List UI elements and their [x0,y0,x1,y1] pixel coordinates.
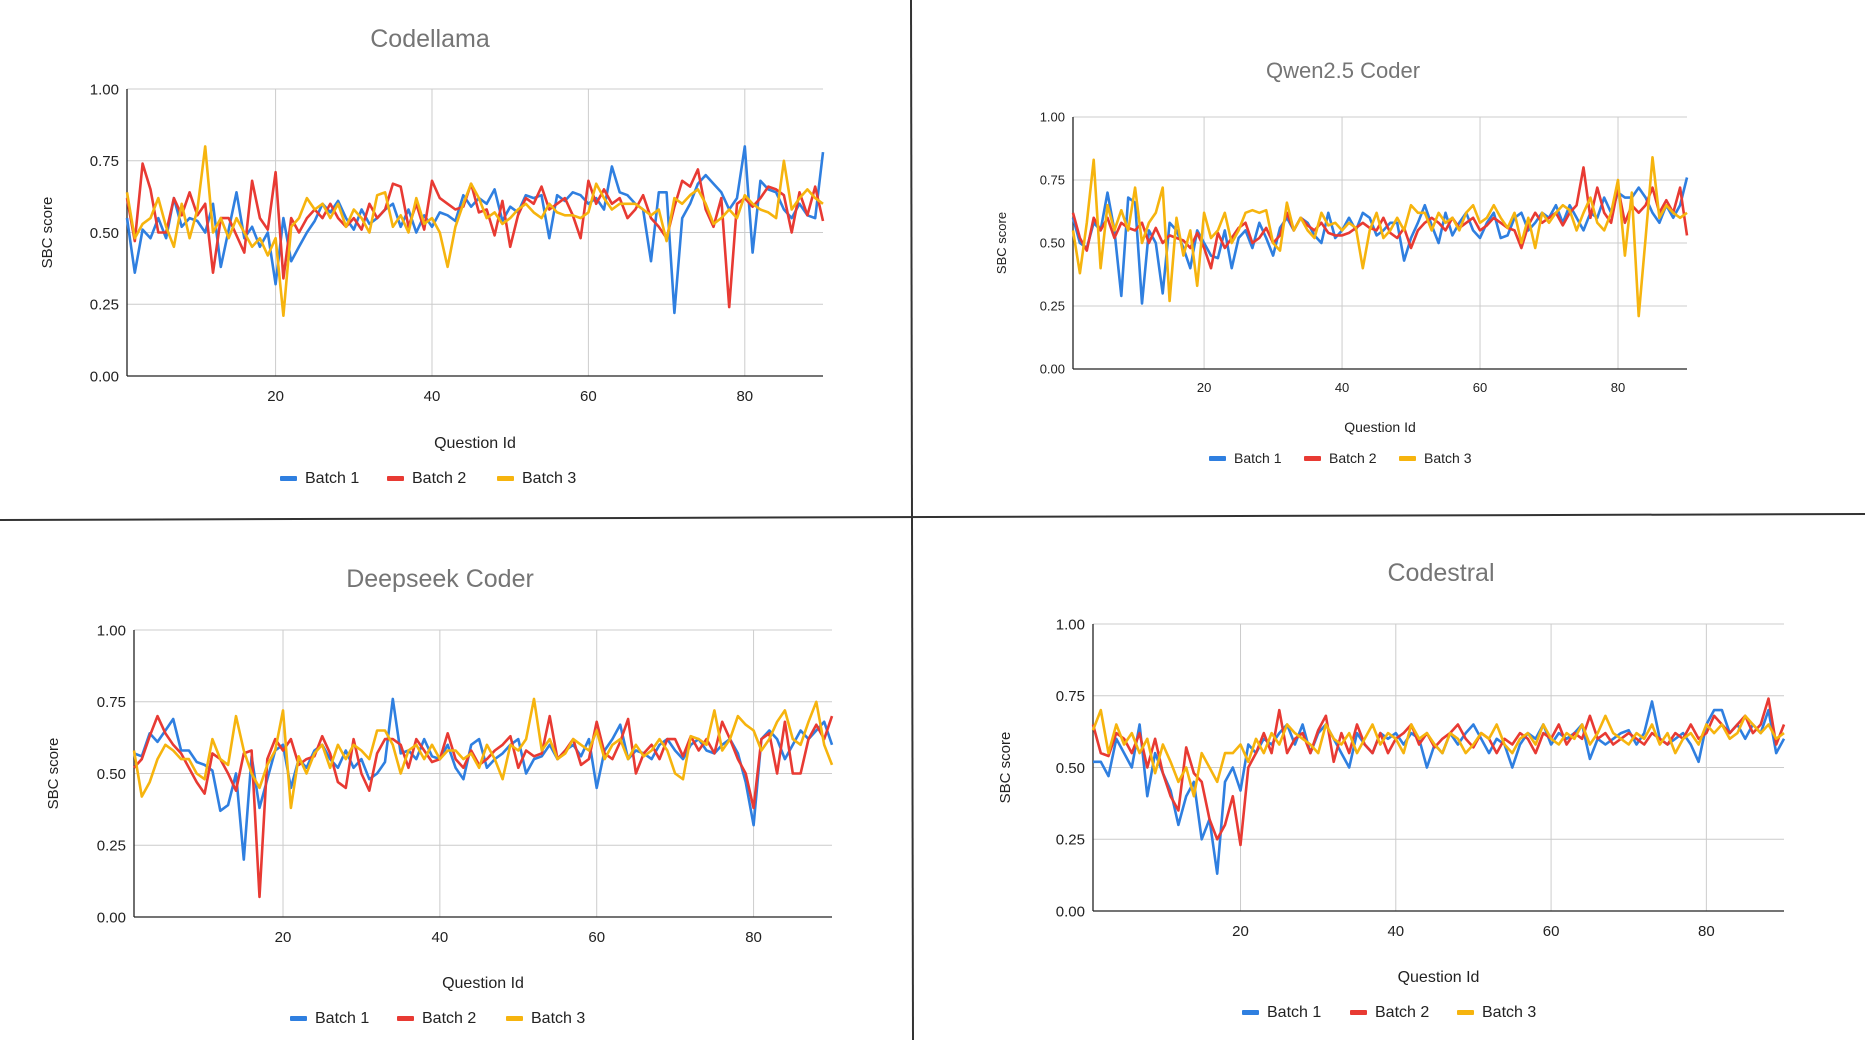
y-tick-label: 0.00 [1056,903,1085,920]
legend-label: Batch 2 [412,470,466,487]
y-tick-label: 0.25 [1040,299,1065,314]
legend-swatch [497,476,514,481]
series-line-batch-3 [1091,708,1785,798]
series-line-batch-2 [1091,697,1786,847]
y-axis-label: SBC score [45,738,62,810]
chart-panel: Qwen2.5 Coder 0.00 0.25 0.50 0.75 1.00 20 40 60 8… [994,58,1689,466]
legend-swatch [397,1016,414,1021]
series-line-batch-3 [125,145,824,318]
legend-label: Batch 1 [1234,450,1282,466]
x-tick-label: 20 [1232,923,1249,940]
x-axis-label: Question Id [434,435,516,452]
y-tick-label: 0.50 [90,225,119,242]
legend-label: Batch 2 [422,1010,476,1027]
chart-title: Qwen2.5 Coder [1266,58,1420,83]
legend-label: Batch 2 [1375,1004,1429,1021]
legend-label: Batch 3 [531,1010,585,1027]
y-tick-label: 0.50 [1056,760,1085,777]
y-tick-label: 0.00 [90,368,119,385]
legend-label: Batch 3 [522,470,576,487]
series-line-batch-3 [132,697,834,810]
legend: Batch 1 Batch 2 Batch 3 [1209,450,1472,466]
legend-swatch [1399,456,1416,461]
x-tick-label: 60 [588,929,605,946]
x-axis-label: Question Id [442,975,524,992]
x-axis-label: Question Id [1344,419,1416,435]
legend-label: Batch 2 [1329,450,1377,466]
y-tick-label: 0.25 [1056,832,1085,849]
legend: Batch 1 Batch 2 Batch 3 [290,1010,585,1027]
y-tick-label: 0.00 [97,909,126,926]
y-axis-label: SBC score [994,212,1009,274]
chart-title: Deepseek Coder [346,565,534,593]
x-tick-label: 80 [745,929,762,946]
y-tick-label: 1.00 [1040,110,1065,125]
chart-panels: Codellama 0.00 0.25 0.50 0.75 1.00 20 40 60 80 SBC… [39,25,1786,1027]
legend-swatch [387,476,404,481]
legend-swatch [1350,1010,1367,1015]
chart-panel: Codellama 0.00 0.25 0.50 0.75 1.00 20 40 60 80 SBC… [39,25,825,487]
legend-label: Batch 1 [315,1010,369,1027]
legend: Batch 1 Batch 2 Batch 3 [280,470,576,487]
x-tick-label: 60 [1543,923,1560,940]
y-tick-label: 1.00 [97,622,126,639]
chart-panel: Deepseek Coder 0.00 0.25 0.50 0.75 1.00 20 40 60… [45,565,834,1027]
y-tick-label: 0.75 [1056,688,1085,705]
legend-swatch [1457,1010,1474,1015]
y-tick-label: 0.75 [90,153,119,170]
y-tick-label: 0.25 [97,838,126,855]
x-tick-label: 20 [1197,380,1211,395]
legend-swatch [506,1016,523,1021]
chart-title: Codellama [370,25,490,53]
x-tick-label: 60 [1473,380,1487,395]
x-tick-label: 40 [1387,923,1404,940]
y-tick-label: 0.00 [1040,362,1065,377]
y-tick-label: 1.00 [1056,616,1085,633]
horizontal-divider [0,513,1865,521]
y-tick-label: 0.25 [90,297,119,314]
y-tick-label: 0.75 [1040,173,1065,188]
y-tick-label: 0.75 [97,694,126,711]
legend-label: Batch 1 [305,470,359,487]
x-tick-label: 40 [432,929,449,946]
y-tick-label: 1.00 [90,81,119,98]
legend-swatch [1209,456,1226,461]
x-axis-label: Question Id [1398,969,1480,986]
y-axis-label: SBC score [39,197,56,269]
legend-swatch [1242,1010,1259,1015]
x-tick-label: 60 [580,388,597,405]
legend-swatch [290,1016,307,1021]
series-line-batch-2 [125,162,825,309]
y-tick-label: 0.50 [97,766,126,783]
x-tick-label: 40 [424,388,441,405]
x-tick-label: 40 [1335,380,1349,395]
y-tick-label: 0.50 [1040,236,1065,251]
legend-label: Batch 3 [1482,1004,1536,1021]
chart-title: Codestral [1388,559,1495,587]
legend-label: Batch 3 [1424,450,1472,466]
x-tick-label: 80 [1611,380,1625,395]
legend-label: Batch 1 [1267,1004,1321,1021]
legend-swatch [280,476,297,481]
x-tick-label: 20 [267,388,284,405]
vertical-divider [910,0,914,1041]
chart-panel: Codestral 0.00 0.25 0.50 0.75 1.00 20 40 60 80 SBC… [997,559,1786,1021]
x-tick-label: 80 [736,388,753,405]
legend: Batch 1 Batch 2 Batch 3 [1242,1004,1536,1021]
x-tick-label: 80 [1698,923,1715,940]
x-tick-label: 20 [275,929,292,946]
series-line-batch-2 [133,714,834,899]
series-line-batch-3 [1071,156,1688,318]
y-axis-label: SBC score [997,732,1014,804]
legend-swatch [1304,456,1321,461]
